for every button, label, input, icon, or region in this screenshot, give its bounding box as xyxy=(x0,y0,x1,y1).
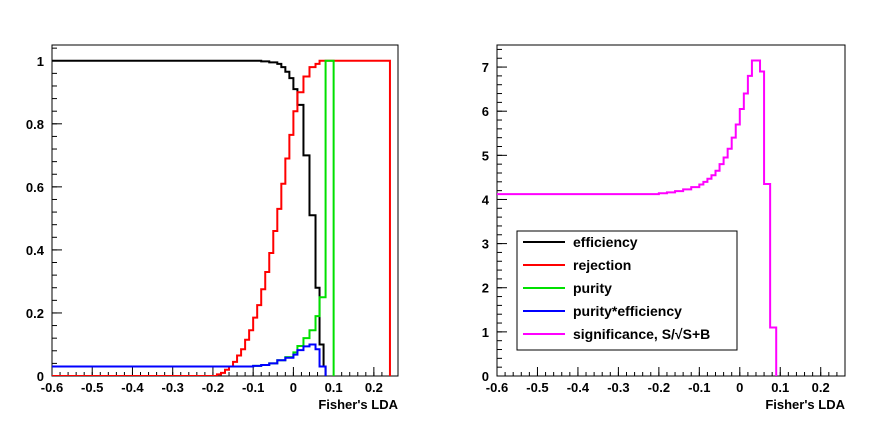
x-tick-label: -0.4 xyxy=(567,380,590,395)
series-line-significance-s-s-b xyxy=(497,59,778,376)
x-tick-label: 0.1 xyxy=(325,380,343,395)
y-tick-label: 6 xyxy=(482,104,489,119)
x-tick-label: 0 xyxy=(736,380,743,395)
y-tick-label: 4 xyxy=(482,192,490,207)
x-tick-label: 0.2 xyxy=(365,380,383,395)
y-tick-label: 2 xyxy=(482,281,489,296)
legend-label: rejection xyxy=(573,257,631,273)
y-tick-label: 0.6 xyxy=(26,180,44,195)
y-tick-label: 1 xyxy=(37,54,44,69)
y-tick-label: 0 xyxy=(37,369,44,384)
x-tick-label: -0.1 xyxy=(688,380,710,395)
legend-label: significance, S/√S+B xyxy=(573,326,710,342)
y-tick-label: 0.8 xyxy=(26,117,44,132)
x-tick-label: -0.4 xyxy=(121,380,144,395)
x-tick-label: -0.6 xyxy=(41,380,63,395)
y-tick-label: 1 xyxy=(482,325,489,340)
x-axis-label: Fisher's LDA xyxy=(765,397,845,412)
legend-box xyxy=(516,230,738,351)
plot-frame xyxy=(496,44,846,377)
x-tick-label: -0.5 xyxy=(81,380,103,395)
legend: efficiency rejection purity purity*efficien… xyxy=(516,230,738,351)
left-plot: -0.6 -0.5 -0.4 -0.3 -0.2 -0.1 0 0.1 0.2 0 0.2 0.4 0.… xyxy=(26,44,399,412)
y-tick-label: 3 xyxy=(482,237,489,252)
legend-label: efficiency xyxy=(573,234,638,250)
x-tick-label: -0.3 xyxy=(161,380,183,395)
x-tick-label: -0.2 xyxy=(648,380,670,395)
plot-frame xyxy=(51,44,399,377)
series-line-rejection xyxy=(52,59,391,376)
x-tick-label: -0.3 xyxy=(607,380,629,395)
y-tick-label: 0 xyxy=(482,369,489,384)
x-tick-label: -0.2 xyxy=(202,380,224,395)
x-tick-label: -0.6 xyxy=(486,380,508,395)
y-tick-label: 0.4 xyxy=(26,243,45,258)
x-tick-label: -0.5 xyxy=(526,380,548,395)
legend-label: purity xyxy=(573,280,612,296)
right-plot: -0.6 -0.5 -0.4 -0.3 -0.2 -0.1 0 0.1 0.2 0 1 2 3 4 5 6 7 F… xyxy=(482,44,846,412)
y-tick-label: 5 xyxy=(482,148,489,163)
y-tick-label: 0.2 xyxy=(26,306,44,321)
legend-label: purity*efficiency xyxy=(573,303,682,319)
x-axis-label: Fisher's LDA xyxy=(318,397,398,412)
x-tick-label: -0.1 xyxy=(242,380,264,395)
x-tick-label: 0.2 xyxy=(812,380,830,395)
series-line-efficiency xyxy=(52,59,327,376)
series-line-purity xyxy=(52,59,335,376)
series-line-purity-efficiency xyxy=(52,343,327,376)
y-tick-label: 7 xyxy=(482,60,489,75)
x-tick-label: 0 xyxy=(290,380,297,395)
x-tick-label: 0.1 xyxy=(771,380,789,395)
